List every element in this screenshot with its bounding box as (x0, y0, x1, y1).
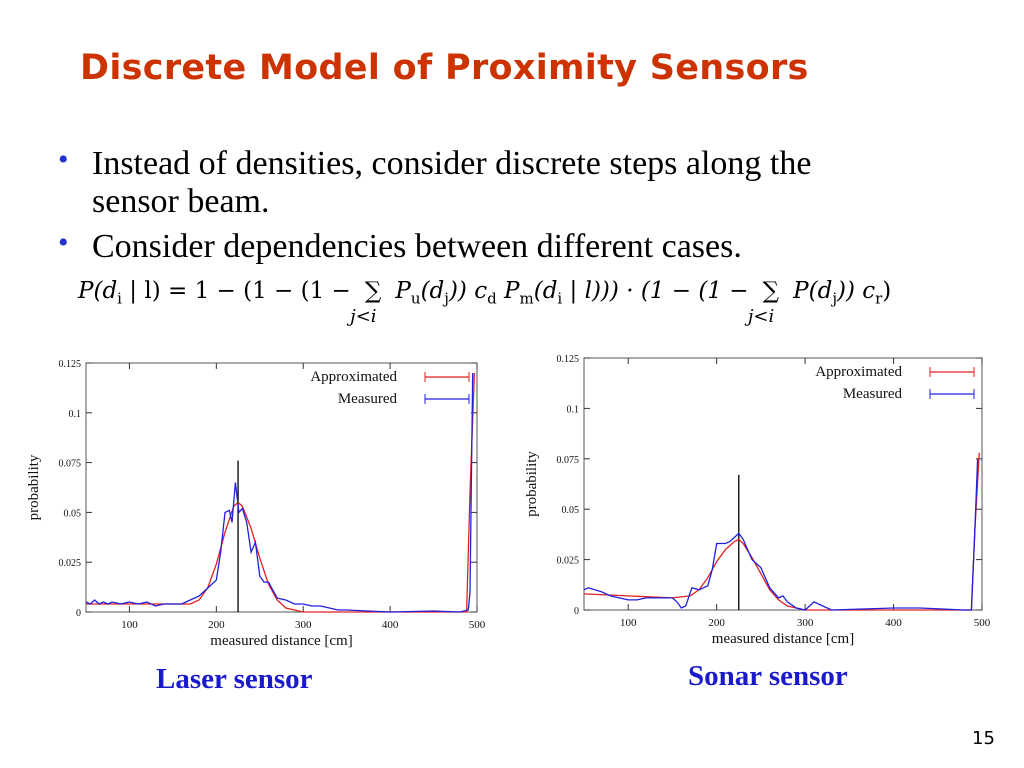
y-tick-label: 0.1 (69, 409, 82, 420)
formula-sub: u (410, 289, 421, 308)
page-number: 15 (972, 728, 995, 749)
legend-label: Approximated (310, 369, 397, 385)
sum-index: j<i (747, 306, 775, 327)
x-tick-label: 300 (295, 619, 312, 631)
x-tick-label: 400 (885, 617, 902, 629)
legend-label: Measured (843, 386, 903, 402)
x-tick-label: 500 (469, 619, 486, 631)
formula-sub: r (875, 289, 883, 308)
sonar-chart: 100 200 300 400 500 0 0.025 0.05 0.075 0.1 0.125 me… (524, 354, 991, 647)
formula-sub: j (444, 289, 449, 308)
x-axis-label: measured distance [cm] (210, 633, 352, 649)
y-tick-label: 0 (574, 606, 579, 617)
formula-part: P (388, 278, 411, 304)
y-tick-label: 0.1 (567, 404, 580, 415)
formula-sub: i (557, 289, 563, 308)
y-tick-label: 0.025 (557, 556, 580, 567)
slide-title: Discrete Model of Proximity Sensors (80, 48, 809, 88)
bullet-text: sensor beam. (92, 183, 270, 220)
x-tick-label: 400 (382, 619, 399, 631)
formula-sub: m (519, 289, 534, 308)
sonar-caption: Sonar sensor (688, 660, 848, 692)
sum-symbol: ∑ j<i (748, 278, 786, 327)
y-axis-label: probability (524, 451, 540, 517)
y-tick-label: 0.075 (59, 459, 82, 470)
x-tick-label: 200 (708, 617, 725, 629)
formula-part: | l))) · (1 − (1 − (562, 278, 756, 304)
plot-frame (583, 357, 983, 611)
series-line-approximated (86, 372, 476, 613)
sum-symbol: ∑ j<i (350, 278, 388, 327)
formula-sub: i (117, 289, 122, 308)
series-line-measured (583, 458, 979, 611)
formula-part: P(d (78, 278, 118, 304)
y-tick-label: 0.05 (562, 505, 580, 516)
bullet-text: Instead of densities, consider discrete … (92, 145, 812, 182)
formula-sub: d (487, 289, 497, 308)
formula-part: )) c (836, 278, 876, 304)
legend-label: Measured (338, 391, 398, 407)
x-axis-label: measured distance [cm] (712, 631, 854, 647)
bullet-icon: • (58, 226, 69, 259)
sum-index: j<i (350, 306, 377, 327)
formula-sub: j (832, 289, 837, 308)
formula-part: (d (533, 278, 558, 304)
sum-sign: ∑ (364, 278, 382, 304)
x-tick-label: 500 (974, 617, 991, 629)
y-axis-label: probability (26, 454, 42, 520)
x-tick-label: 200 (208, 619, 225, 631)
x-tick-label: 100 (121, 619, 138, 631)
y-tick-label: 0 (76, 608, 81, 619)
legend-label: Approximated (815, 364, 902, 380)
laser-caption: Laser sensor (156, 663, 313, 695)
series-line-approximated (583, 452, 980, 611)
y-tick-label: 0.025 (59, 558, 82, 569)
x-tick-label: 300 (797, 617, 814, 629)
formula-part: | l) = 1 − (1 − (1 − (121, 278, 359, 304)
series-line-measured (85, 372, 474, 613)
formula: P(di | l) = 1 − (1 − (1 − ∑ j<i Pu(dj)) c… (78, 278, 892, 327)
x-tick-label: 100 (620, 617, 637, 629)
formula-part: P(d (785, 278, 833, 304)
bullet-text: Consider dependencies between different … (92, 228, 742, 265)
formula-part: P (496, 278, 520, 304)
y-tick-label: 0.125 (59, 359, 82, 370)
sum-sign: ∑ (762, 278, 780, 304)
formula-part: )) c (448, 278, 488, 304)
formula-part: (d (420, 278, 445, 304)
formula-part: ) (882, 278, 892, 304)
y-tick-label: 0.125 (557, 354, 580, 365)
bullet-icon: • (58, 143, 69, 176)
plot-frame (85, 362, 478, 613)
laser-chart: 100 200 300 400 500 0 0.025 0.05 0.075 0.1 0.125 me… (26, 359, 486, 649)
y-tick-label: 0.075 (557, 455, 580, 466)
y-tick-label: 0.05 (64, 508, 82, 519)
